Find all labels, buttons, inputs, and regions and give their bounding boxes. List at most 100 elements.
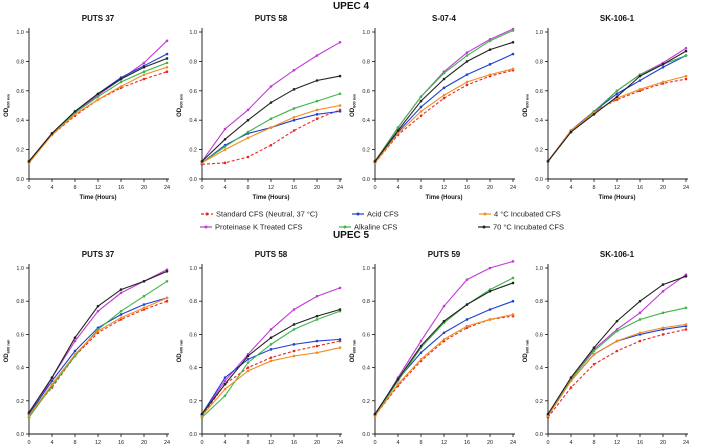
x-tick-label: 16 (118, 440, 124, 446)
y-tick-label: 0.6 (535, 89, 543, 95)
data-point (338, 104, 342, 107)
data-point (119, 291, 123, 295)
y-tick-label: 0.2 (535, 148, 543, 154)
data-point (246, 136, 250, 140)
y-tick-label: 0.8 (189, 299, 197, 305)
data-point (269, 85, 273, 88)
data-point (569, 379, 573, 383)
data-point (223, 382, 227, 386)
x-tick-label: 0 (200, 440, 203, 446)
legend-swatch-marker (343, 225, 347, 229)
data-point (592, 349, 596, 353)
data-point (338, 110, 342, 113)
data-point (661, 63, 665, 66)
data-point (419, 358, 423, 361)
data-point (615, 92, 619, 96)
legend-label: 70 °C Incubated CFS (493, 223, 564, 232)
data-point (315, 339, 319, 343)
series-line (547, 50, 687, 162)
data-point (638, 311, 642, 315)
series-acid-cfs (373, 52, 515, 163)
chart-panel-8: SK-106-10.00.20.40.60.81.004812162024Tim… (523, 250, 689, 446)
data-point (50, 132, 54, 135)
x-tick-label: 20 (314, 440, 320, 446)
series-line (28, 300, 168, 415)
x-tick-label: 16 (464, 185, 470, 191)
data-point (246, 130, 250, 134)
data-point (292, 328, 296, 331)
data-point (315, 113, 319, 116)
series-line (547, 75, 687, 162)
y-axis-label-subscript: 600 nm (352, 339, 357, 353)
x-tick-label: 20 (141, 185, 147, 191)
data-point (442, 86, 446, 90)
panels: PUTS 37 0.0 0.2 0.4 0.6 0.8 1.0 0 4 8 12 16 20 24 Time… (4, 14, 689, 446)
x-tick-label: 12 (95, 440, 101, 446)
series-70-c-incubated-cfs (373, 40, 515, 163)
x-tick-label: 20 (141, 440, 147, 446)
data-point (488, 48, 492, 51)
data-point (73, 353, 77, 356)
data-point (292, 323, 296, 326)
data-point (511, 281, 515, 285)
data-point (292, 118, 296, 122)
data-point (223, 379, 227, 383)
group-title-upec-5: UPEC 5 (333, 230, 370, 241)
y-axis-label: OD600 nm (523, 339, 530, 362)
series-4-c-incubated-cfs (200, 104, 342, 165)
data-point (269, 328, 273, 331)
series-proteinase-k-treated-cfs (546, 46, 688, 163)
data-point (292, 308, 296, 311)
data-point (638, 88, 642, 91)
y-tick-label: 0.0 (535, 177, 543, 183)
series-acid-cfs (27, 52, 169, 163)
chart-panel-4: SK-106-1 0.0 0.2 0.4 0.6 0.8 1.0 0 4 8 12 16 20 24 Tim… (523, 14, 689, 201)
series-line (201, 287, 341, 415)
data-point (488, 63, 492, 66)
x-tick-label: 0 (200, 185, 203, 191)
data-point (419, 99, 423, 103)
y-tick-label: 0.2 (16, 148, 24, 154)
data-point (511, 29, 515, 32)
y-tick-label: 0.4 (16, 366, 24, 372)
data-point (442, 71, 446, 75)
data-point (119, 85, 123, 88)
data-point (511, 260, 515, 263)
series-line (28, 71, 168, 164)
y-axis-label-subscript: 600 nm (179, 94, 184, 108)
x-axis-label: Time (Hours) (80, 195, 117, 201)
series-acid-cfs (546, 324, 688, 418)
data-point (223, 387, 227, 391)
data-point (165, 270, 169, 273)
x-tick-label: 16 (291, 185, 297, 191)
y-tick-label: 1.0 (362, 266, 370, 272)
legend: Standard CFS (Neutral, 37 °C) Proteinase … (200, 210, 564, 232)
data-point (684, 54, 688, 57)
panel-title: S-07-4 (432, 14, 457, 23)
data-point (442, 319, 446, 323)
series-line (374, 315, 514, 417)
data-point (269, 336, 273, 340)
panel-title: SK-106-1 (600, 14, 635, 23)
y-tick-label: 0.8 (189, 59, 197, 65)
y-axis-label-subscript: 600 nm (179, 339, 184, 353)
data-point (442, 338, 446, 341)
legend-swatch-marker (356, 212, 360, 216)
series-4-c-incubated-cfs (27, 65, 169, 165)
data-point (465, 303, 469, 306)
data-point (223, 148, 227, 151)
data-point (546, 160, 550, 163)
data-point (465, 51, 469, 54)
data-point (338, 74, 342, 78)
y-tick-label: 0.2 (362, 399, 370, 405)
data-point (142, 73, 146, 76)
y-tick-label: 0.6 (362, 332, 370, 338)
y-tick-label: 1.0 (535, 30, 543, 36)
panel-title: PUTS 58 (255, 14, 288, 23)
y-tick-label: 1.0 (362, 30, 370, 36)
data-point (246, 366, 250, 369)
data-point (419, 114, 423, 118)
x-tick-label: 24 (510, 185, 516, 191)
y-tick-label: 0.8 (362, 59, 370, 65)
